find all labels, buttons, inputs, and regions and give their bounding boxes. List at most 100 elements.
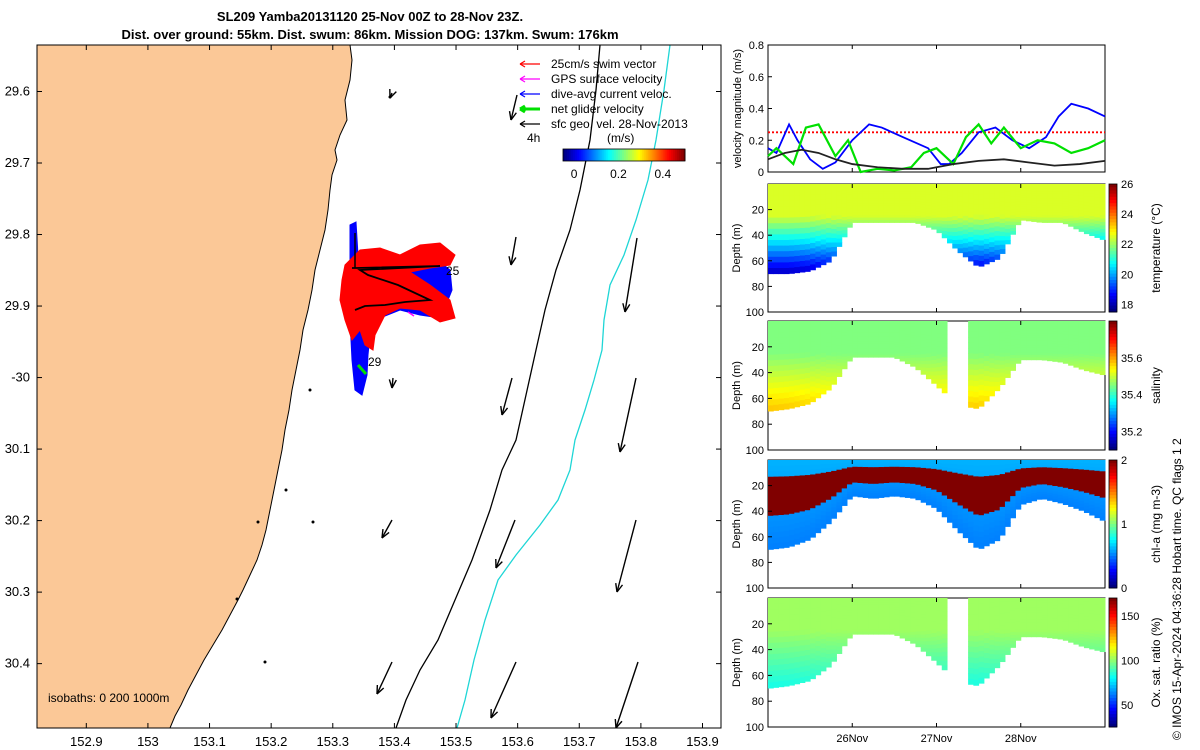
colorbar-cell bbox=[638, 149, 641, 161]
colorbar-label: (m/s) bbox=[607, 131, 634, 145]
glider-track bbox=[352, 265, 441, 311]
island-speck bbox=[284, 488, 288, 492]
track-label-end: 29 bbox=[368, 355, 382, 369]
geostrophic-velocity-arrow bbox=[376, 661, 393, 695]
colorbar-cell bbox=[624, 149, 627, 161]
island-speck bbox=[235, 597, 239, 601]
map-x-tick-label: 153.7 bbox=[563, 734, 596, 749]
colorbar-cell bbox=[662, 149, 666, 161]
colorbar-cell bbox=[650, 149, 653, 161]
isobath-1000m bbox=[456, 45, 671, 728]
geostrophic-velocity-arrow bbox=[388, 377, 397, 389]
colorbar-cell bbox=[642, 149, 645, 161]
figure-title-line1: SL209 Yamba20131120 25-Nov 00Z to 28-Nov… bbox=[216, 9, 524, 24]
colorbar-cell bbox=[587, 149, 590, 161]
colorbar-cell bbox=[636, 149, 639, 161]
colorbar-cell bbox=[591, 149, 594, 161]
net-glider-velocity bbox=[356, 364, 368, 375]
map-x-tick-label: 153.4 bbox=[378, 734, 411, 749]
colorbar-cell bbox=[583, 149, 586, 161]
geostrophic-velocity-arrow bbox=[381, 519, 393, 539]
geostrophic-velocity-arrow bbox=[508, 236, 517, 266]
colorbar-cell bbox=[571, 149, 574, 161]
legend-entry-label: sfc geo. vel. 28-Nov-2013 bbox=[551, 117, 688, 131]
colorbar-cell bbox=[672, 149, 676, 161]
colorbar-cell bbox=[597, 149, 601, 161]
map-x-tick-label: 153.8 bbox=[625, 734, 658, 749]
colorbar-tick-label: 0.4 bbox=[654, 167, 671, 181]
colorbar-cell bbox=[603, 149, 607, 161]
map-y-tick-label: -30 bbox=[11, 370, 30, 385]
map-y-tick-label: 30.2 bbox=[5, 513, 30, 528]
legend-swatch-head bbox=[519, 75, 526, 80]
colorbar-cell bbox=[630, 149, 633, 161]
colorbar-tick-label: 0.2 bbox=[610, 167, 627, 181]
colorbar-cell bbox=[658, 149, 662, 161]
colorbar-tick-label: 0 bbox=[571, 167, 578, 181]
colorbar-frame bbox=[562, 148, 686, 162]
map-x-tick-label: 153.6 bbox=[501, 734, 534, 749]
island-speck bbox=[311, 520, 315, 524]
map-x-tick-label: 153.5 bbox=[440, 734, 473, 749]
isobath-200m bbox=[395, 45, 601, 728]
legend-swatch-head bbox=[519, 60, 526, 65]
colorbar-cell bbox=[660, 149, 664, 161]
geostrophic-velocity-arrow bbox=[508, 94, 518, 121]
map-x-tick-label: 153.1 bbox=[193, 734, 226, 749]
colorbar-cell bbox=[581, 149, 584, 161]
colorbar-cell bbox=[628, 149, 631, 161]
legend-swatch-head bbox=[519, 78, 526, 83]
legend-swatch-head bbox=[519, 63, 526, 68]
geostrophic-velocity-arrow bbox=[614, 661, 639, 728]
colorbar-cell bbox=[621, 149, 625, 161]
legend-entry-label: dive-avg current veloc. bbox=[551, 87, 672, 101]
colorbar-cell bbox=[593, 149, 597, 161]
colorbar-cell bbox=[670, 149, 674, 161]
map-y-tick-label: 29.6 bbox=[5, 83, 30, 98]
figure-title-line2: Dist. over ground: 55km. Dist. swum: 86k… bbox=[121, 27, 619, 42]
colorbar-cell bbox=[563, 149, 566, 161]
colorbar-cell bbox=[579, 149, 582, 161]
colorbar-cell bbox=[575, 149, 578, 161]
map-y-tick-label: 29.7 bbox=[5, 155, 30, 170]
colorbar-cell bbox=[634, 149, 637, 161]
legend-entry-label: GPS surface velocity bbox=[551, 72, 662, 86]
colorbar-cell bbox=[617, 149, 621, 161]
colorbar-cell bbox=[664, 149, 668, 161]
legend-swatch-head bbox=[519, 90, 526, 95]
map-x-tick-label: 153 bbox=[137, 734, 159, 749]
colorbar-cell bbox=[567, 149, 570, 161]
colorbar-cell bbox=[640, 149, 643, 161]
geostrophic-velocity-arrow bbox=[490, 661, 517, 719]
speed-colorbar: (m/s) 0 0.2 0.4 bbox=[562, 131, 686, 181]
swim-vectors bbox=[339, 242, 456, 351]
colorbar-cell bbox=[668, 149, 672, 161]
legend-swatch-head bbox=[519, 107, 526, 114]
colorbar-cell bbox=[646, 149, 649, 161]
map-x-tick-label: 153.2 bbox=[255, 734, 288, 749]
island-speck bbox=[388, 95, 392, 99]
colorbar-cell bbox=[609, 149, 613, 161]
colorbar-cell bbox=[648, 149, 651, 161]
map-y-tick-label: 29.9 bbox=[5, 298, 30, 313]
colorbar-cell bbox=[565, 149, 568, 161]
colorbar-cell bbox=[652, 149, 655, 161]
island-speck bbox=[263, 660, 267, 664]
map-x-tick-label: 153.9 bbox=[686, 734, 719, 749]
colorbar-cell bbox=[674, 149, 678, 161]
geostrophic-velocity-arrow bbox=[615, 519, 637, 593]
legend-swatch-head bbox=[519, 123, 526, 128]
arrow-scale-label: 4h bbox=[527, 131, 540, 145]
colorbar-cell bbox=[601, 149, 605, 161]
colorbar-cell bbox=[611, 149, 615, 161]
geostrophic-velocity-arrow bbox=[500, 377, 513, 416]
imos-credit: © IMOS 15-Apr-2024 04:36:28 Hobart time.… bbox=[1170, 438, 1184, 740]
colorbar-cell bbox=[676, 149, 680, 161]
island-speck bbox=[256, 520, 260, 524]
colorbar-cell bbox=[569, 149, 572, 161]
geostrophic-velocity-arrow bbox=[495, 519, 516, 569]
isobath-label: isobaths: 0 200 1000m bbox=[48, 691, 169, 705]
map-axes-frame bbox=[36, 44, 722, 729]
